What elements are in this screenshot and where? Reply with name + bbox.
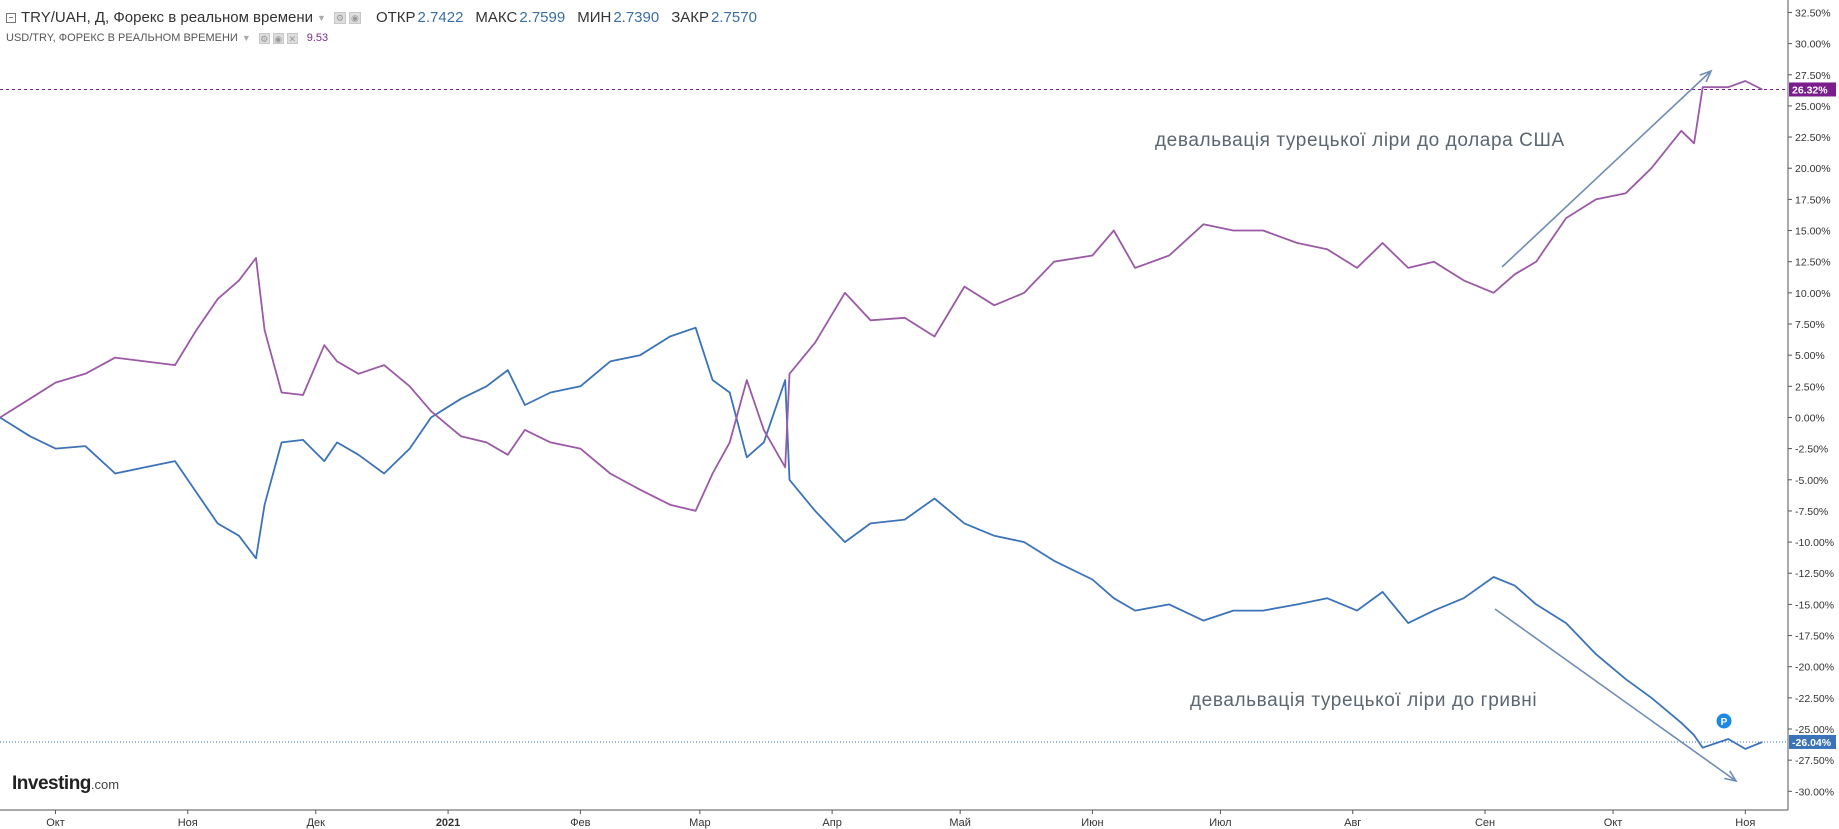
x-tick-label: Окт [1604,817,1623,829]
y-tick-label: -5.00% [1795,475,1828,487]
x-tick-label: Дек [307,817,326,829]
y-tick-label: -12.50% [1795,568,1834,580]
chevron-down-icon[interactable]: ▼ [317,12,326,23]
last-value-badge [1789,82,1836,97]
high-label: МАКС [475,9,518,26]
last-value-guides [0,88,1788,743]
annotation-usd-try: девальвація турецької ліри до долара США [1155,130,1565,151]
y-tick-label: -25.00% [1795,724,1834,736]
y-tick-label: -7.50% [1795,506,1828,518]
x-tick-label: Сен [1475,817,1495,829]
x-tick-label: Июн [1081,817,1103,829]
symbol-title[interactable]: TRY/UAH, Д, Форекс в реальном времени [21,9,314,26]
x-tick-label: Апр [822,817,841,829]
low-label: МИН [577,9,612,26]
y-tick-label: 2.50% [1795,381,1825,393]
logo-wordmark: Investing [12,773,91,794]
event-marker-icon[interactable] [1716,713,1732,729]
y-tick-label: -17.50% [1795,631,1834,643]
y-tick-label: 12.50% [1795,257,1831,269]
x-tick-label: Июл [1209,817,1231,829]
visibility-icon[interactable]: ◉ [348,11,361,24]
annotation-arrows [1494,69,1738,783]
y-tick-label: -15.00% [1795,599,1834,611]
y-tick-label: 30.00% [1795,39,1831,51]
y-tick-label: -27.50% [1795,755,1834,767]
compare-title[interactable]: USD/TRY, ФОРЕКС В РЕАЛЬНОМ ВРЕМЕНИ [6,32,238,44]
y-tick-label: 25.00% [1795,101,1831,113]
annotation-arrow-up-head [1699,69,1713,83]
logo-domain: .com [90,777,120,792]
chevron-down-icon[interactable]: ▼ [241,33,251,43]
high-value: 2.7599 [519,9,566,26]
y-tick-label: 22.50% [1795,132,1831,144]
collapse-toggle-icon[interactable] [6,12,16,23]
x-tick-label: Ноя [178,817,198,829]
value-badges: 26.32% -26.04% [1789,82,1836,749]
settings-icon[interactable]: ⚙ [258,32,270,44]
y-tick-label: -22.50% [1795,693,1834,705]
y-tick-label: -30.00% [1795,786,1834,798]
series-line-usd-try[interactable] [0,80,1763,512]
x-tick-label: Окт [46,817,65,829]
x-tick-label: Май [949,817,971,829]
open-value: 2.7422 [417,9,464,26]
x-tick-label: 2021 [436,817,460,829]
close-value: 2.7570 [711,9,757,26]
x-tick-label: Фев [570,817,590,829]
y-tick-label: 0.00% [1795,412,1825,424]
annotation-try-uah: девальвація турецької ліри до гривні [1190,690,1538,711]
compare-value: 9.53 [306,32,329,44]
series-line-try-uah[interactable] [0,326,1763,750]
settings-icon[interactable]: ⚙ [333,11,346,24]
open-label: ОТКР [375,9,416,26]
compare-series-header: USD/TRY, ФОРЕКС В РЕАЛЬНОМ ВРЕМЕНИ ▼ ⚙ ◉… [6,32,328,44]
y-tick-label: 5.00% [1795,350,1825,362]
x-tick-label: Авг [1344,817,1361,829]
event-marker-label: P [1721,717,1728,728]
main-series-header: TRY/UAH, Д, Форекс в реальном времени ▼ … [6,9,757,26]
investing-logo: Investing.com [12,773,119,795]
y-tick-label: 27.50% [1795,70,1831,82]
y-tick-label: 10.00% [1795,288,1831,300]
y-tick-label: 32.50% [1795,7,1831,19]
x-axis: Окт Ноя Дек 2021 Фев Мар Апр Май Июн Июл Авг Сен Окт… [0,809,1788,829]
y-tick-label: -20.00% [1795,662,1834,674]
annotation-arrow-down-shaft [1494,608,1737,782]
annotation-arrow-up-shaft [1501,70,1712,268]
low-value: 2.7390 [613,9,660,26]
close-label: ЗАКР [671,9,710,26]
visibility-icon[interactable]: ◉ [272,32,284,44]
y-tick-label: 20.00% [1795,163,1831,175]
event-marker[interactable]: P [1716,713,1732,729]
x-tick-label: Ноя [1735,817,1755,829]
y-tick-label: -10.00% [1795,537,1834,549]
series-lines [0,80,1763,750]
close-icon[interactable]: ✕ [286,32,298,44]
y-tick-label: 17.50% [1795,194,1831,206]
last-value-badge [1789,734,1836,749]
y-axis: 32.50% 30.00% 27.50% 25.00% 22.50% 20.00% 17.5… [1787,0,1834,810]
y-tick-label: -2.50% [1795,444,1828,456]
y-tick-label: 7.50% [1795,319,1825,331]
y-tick-label: 15.00% [1795,226,1831,238]
last-value-badge-label: 26.32% [1792,84,1828,96]
x-tick-label: Мар [689,817,711,829]
annotation-arrow-down-head [1724,770,1738,783]
last-value-badge-label: -26.04% [1792,737,1832,749]
